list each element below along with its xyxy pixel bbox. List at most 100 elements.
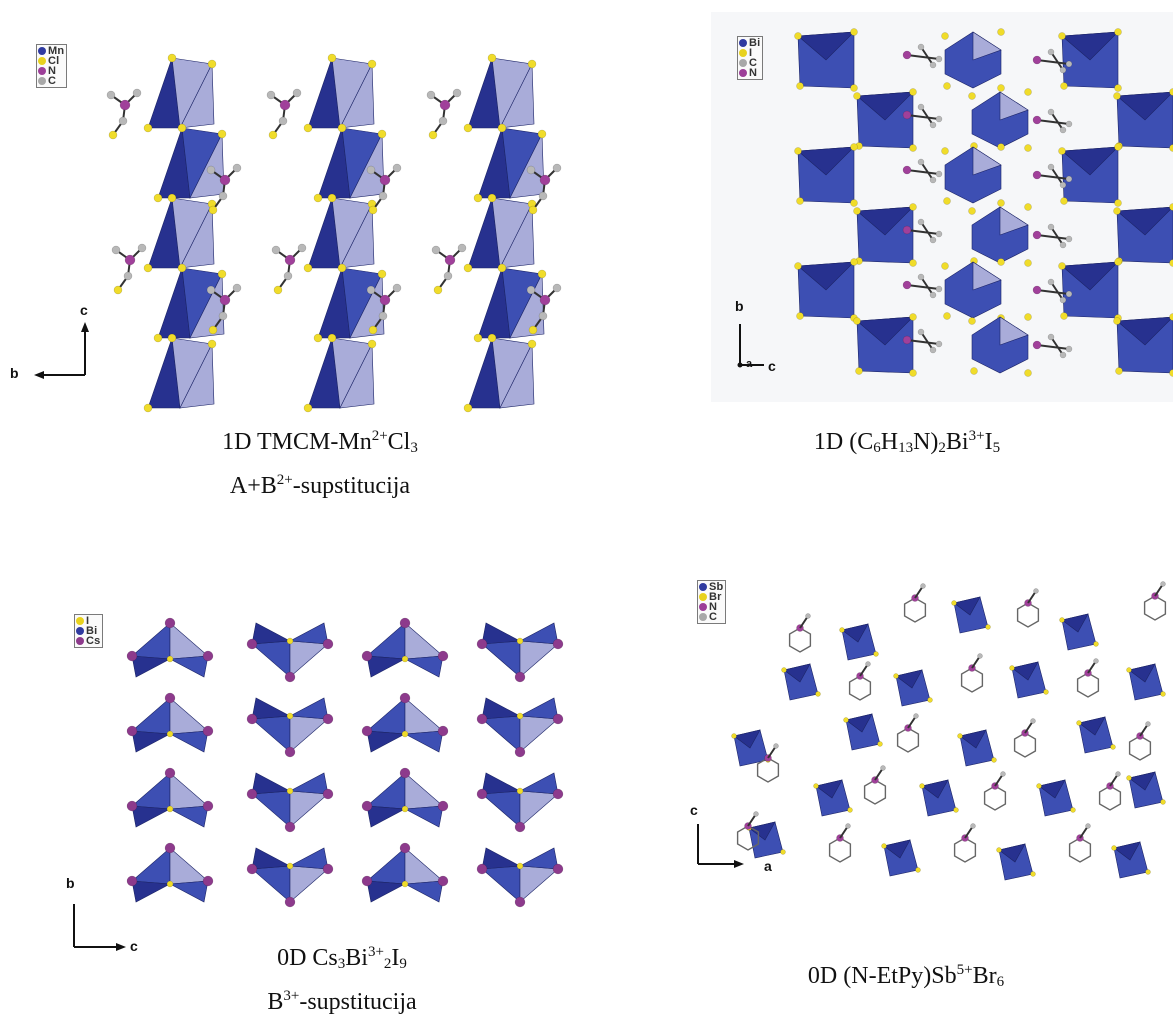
axis-label-c: c [130, 938, 138, 954]
pyridinium-ring [736, 811, 760, 851]
bi-octahedron [794, 258, 858, 322]
tmcm-cation [431, 243, 467, 295]
caption-formula: 1D (C6H13N)2Bi3+I5 [813, 428, 1001, 456]
octahedron-face [168, 880, 209, 903]
cs-atom [399, 767, 411, 779]
cs-atom [399, 692, 411, 704]
octahedron-face [1128, 663, 1156, 683]
c-atom [935, 115, 943, 123]
bi-octahedron [1113, 88, 1173, 152]
legend-item: Mn [38, 46, 64, 57]
bond [906, 114, 940, 120]
octahedron-face [797, 31, 855, 61]
sbbr6-octahedron [813, 779, 853, 817]
bi-octahedron [941, 28, 1005, 92]
octahedron-face [289, 790, 329, 828]
n-atom [902, 50, 912, 60]
octahedron-face [131, 697, 171, 735]
cl-atom [153, 193, 163, 203]
octahedron-face [404, 697, 444, 735]
cl-atom [113, 285, 123, 295]
i-atom [943, 82, 951, 90]
octahedron-face [168, 805, 209, 828]
i-atom [1114, 28, 1122, 36]
i-atom-icon [76, 617, 84, 625]
br-atom [1126, 775, 1132, 781]
n-atom [902, 335, 912, 345]
i-atom [1024, 144, 1032, 152]
n-atom [902, 165, 912, 175]
c-atom [123, 271, 133, 281]
br-atom [780, 849, 786, 855]
bond [906, 169, 940, 175]
cs-atom [322, 863, 334, 875]
c-atom [552, 283, 562, 293]
legend-label: N [48, 65, 57, 77]
n-atom [1032, 55, 1042, 65]
cs-atom [437, 650, 449, 662]
octahedron-face [179, 203, 215, 269]
c-atom [1065, 345, 1073, 353]
br-atom [927, 697, 933, 703]
bi-octahedron [853, 313, 917, 377]
bond [906, 54, 940, 60]
i-atom [1058, 147, 1066, 155]
i-atom [401, 655, 409, 663]
octahedron-face [404, 622, 444, 660]
bi-octahedron [853, 203, 917, 267]
cl-atom [143, 263, 153, 273]
pyridinium-ring [1013, 718, 1037, 758]
bi-octahedron [968, 88, 1032, 152]
c-atom [271, 245, 281, 255]
bi2i9-dimer [476, 847, 564, 908]
cl-atom [377, 269, 387, 279]
br-atom [1009, 665, 1015, 671]
legend-tmcm: Mn Cl N C [36, 44, 68, 88]
octahedron-face [131, 847, 171, 885]
c-atom-icon [739, 59, 747, 67]
br-atom [1059, 617, 1065, 623]
cl-atom [527, 59, 537, 69]
organic-cation [1032, 223, 1073, 249]
cs-atom [514, 896, 526, 908]
cl-atom [167, 193, 177, 203]
octahedron-face [169, 697, 209, 735]
c-atom [443, 271, 453, 281]
ring-bonds [1068, 837, 1092, 863]
cl-atom [207, 339, 217, 349]
bi-octahedron [1058, 143, 1122, 207]
tmcm-cation [426, 88, 462, 140]
pyridinium-ring [953, 823, 977, 863]
organic-cation [1032, 48, 1073, 74]
octahedron-face [856, 91, 914, 121]
br-atom [991, 757, 997, 763]
bi-octahedron [794, 28, 858, 92]
i-atom [516, 787, 524, 795]
i-atom [853, 92, 861, 100]
i-atom [968, 317, 976, 325]
i-atom [1024, 259, 1032, 267]
pyridinium-ring [756, 743, 780, 783]
axis-indicator-cs [73, 904, 126, 951]
c-atom [935, 230, 943, 238]
c-atom [232, 163, 242, 173]
axis-label-c: c [690, 802, 698, 818]
cl-atom [177, 263, 187, 273]
pyridinium-ring [1016, 588, 1040, 628]
cl-atom [177, 123, 187, 133]
c-atom [935, 285, 943, 293]
c-atom [865, 661, 871, 667]
bi-octahedron [1113, 203, 1173, 267]
i-atom [1058, 262, 1066, 270]
br-atom [1076, 720, 1082, 726]
i-atom [166, 805, 174, 813]
cs-atom [476, 863, 488, 875]
i-atom [997, 258, 1005, 266]
octahedron-face [131, 655, 172, 678]
bi2i9-dimer [246, 772, 334, 833]
i-atom [1114, 84, 1122, 92]
ring-bonds [1076, 672, 1100, 698]
bi2i9-dimer [126, 692, 214, 753]
bond [920, 221, 934, 241]
cs-atom [126, 725, 138, 737]
